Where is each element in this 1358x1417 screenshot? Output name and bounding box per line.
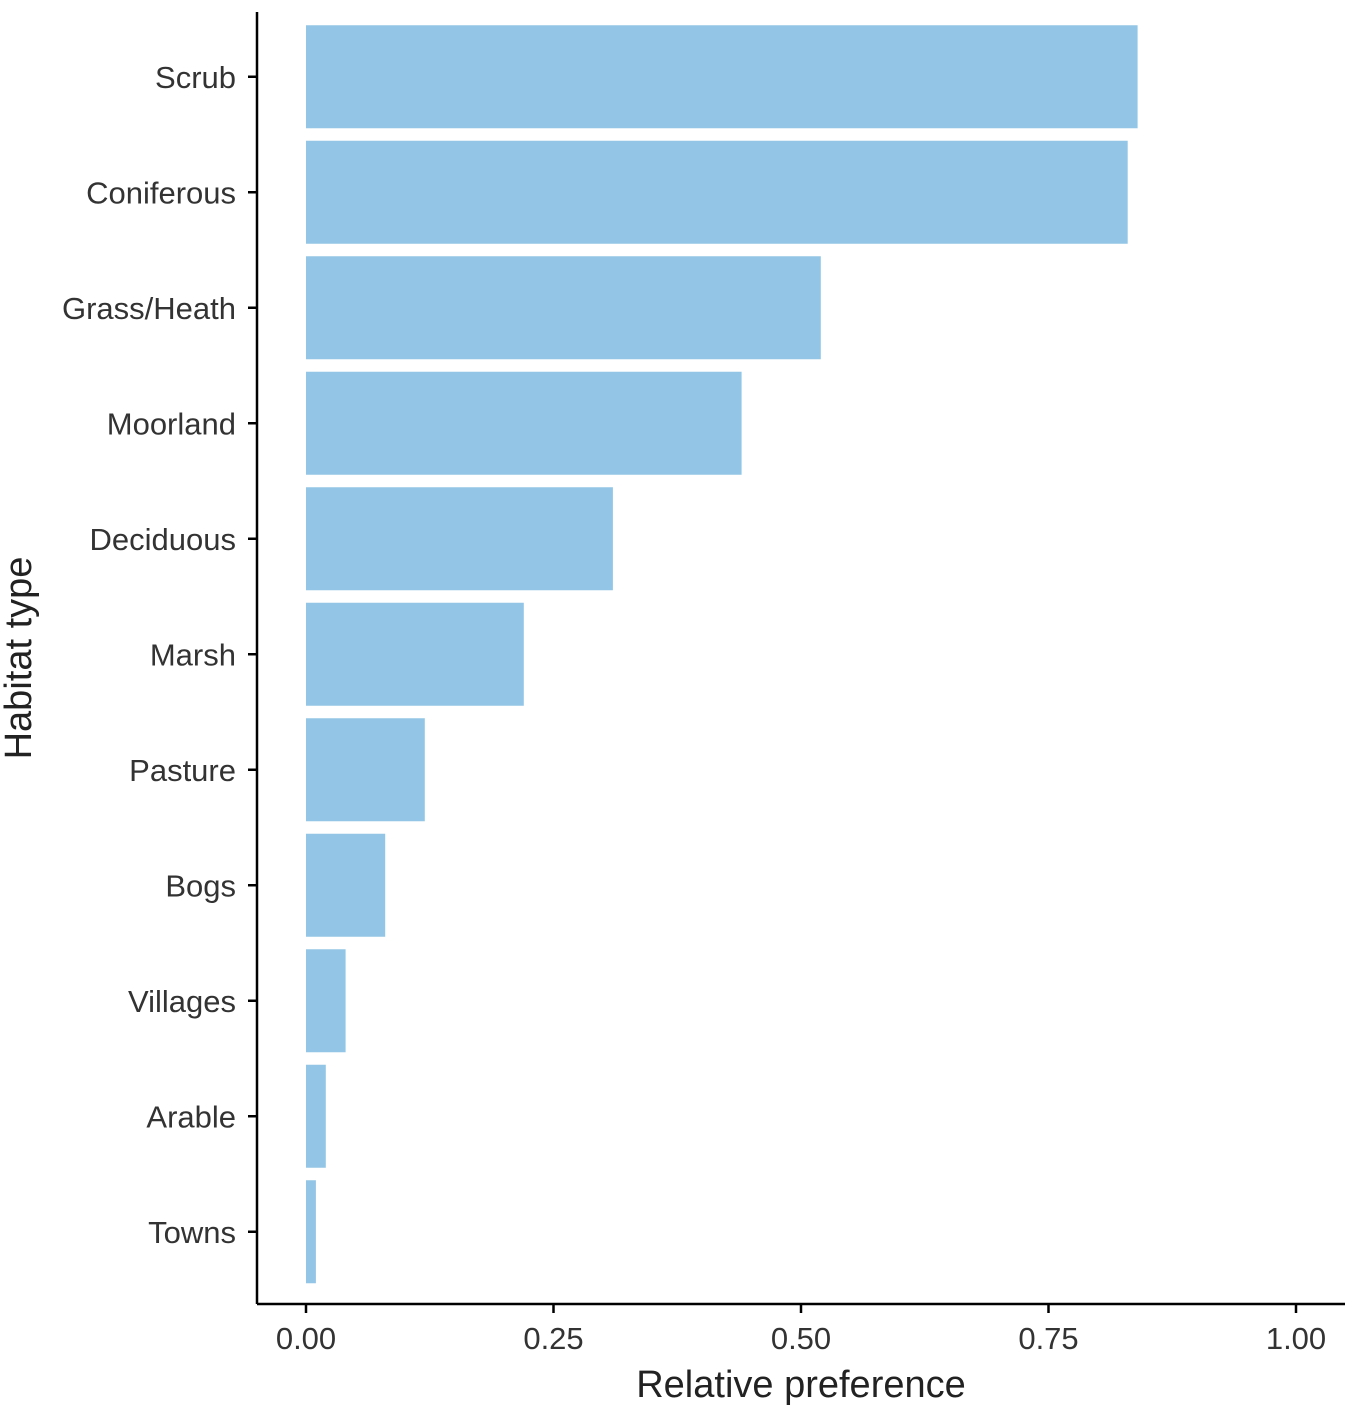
bar-bogs [306,833,386,937]
bar-marsh [306,602,524,706]
bar-moorland [306,371,742,475]
x-tick-label: 0.00 [276,1321,336,1356]
y-tick-label-scrub: Scrub [155,60,236,95]
bar-towns [306,1180,316,1284]
bar-pasture [306,718,425,822]
x-tick-label: 0.75 [1018,1321,1078,1356]
y-axis-title: Habitat type [0,557,40,760]
y-tick-label-bogs: Bogs [165,868,236,903]
y-tick-label-villages: Villages [128,984,236,1019]
y-tick-label-moorland: Moorland [107,406,236,441]
bar-deciduous [306,487,613,591]
bar-villages [306,949,346,1053]
x-axis-title: Relative preference [636,1364,966,1406]
y-tick-label-pasture: Pasture [129,753,236,788]
x-tick-label: 1.00 [1266,1321,1326,1356]
x-tick-label: 0.25 [523,1321,583,1356]
y-tick-label-towns: Towns [148,1215,236,1250]
bar-coniferous [306,140,1128,244]
bar-arable [306,1064,326,1168]
y-tick-label-marsh: Marsh [150,637,236,672]
x-tick-label: 0.50 [771,1321,831,1356]
x-axis: 0.00 0.25 0.50 0.75 1.00 [257,1302,1345,1356]
bars-group [306,25,1138,1284]
y-tick-label-arable: Arable [146,1099,236,1134]
y-tick-label-grass-heath: Grass/Heath [62,291,236,326]
y-tick-label-coniferous: Coniferous [86,175,236,210]
bar-scrub [306,25,1138,129]
y-tick-label-deciduous: Deciduous [90,522,236,557]
bar-grass-heath [306,256,821,360]
y-axis: Scrub Coniferous Grass/Heath Moorland Decidu… [62,12,259,1304]
